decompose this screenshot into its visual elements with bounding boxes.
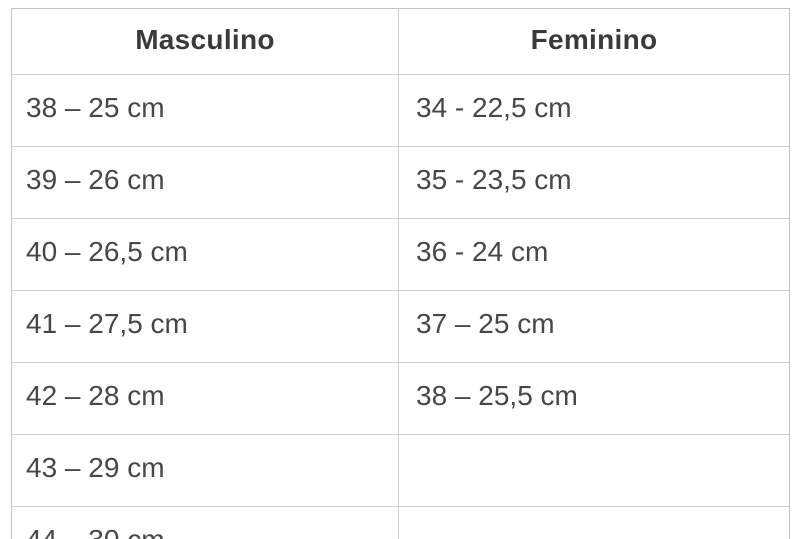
feminino-size-cell: 35 - 23,5 cm: [398, 146, 790, 219]
feminino-size-cell: 38 – 25,5 cm: [398, 362, 790, 435]
feminino-size-cell: 34 - 22,5 cm: [398, 74, 790, 147]
column-header-masculino: Masculino: [11, 8, 399, 75]
table-row: 39 – 26 cm 35 - 23,5 cm: [11, 146, 790, 219]
header-row: Masculino Feminino: [11, 8, 790, 75]
masculino-size-cell: 42 – 28 cm: [11, 362, 399, 435]
table-row: 38 – 25 cm 34 - 22,5 cm: [11, 74, 790, 147]
masculino-size-cell: 39 – 26 cm: [11, 146, 399, 219]
masculino-size-cell: 44 – 30 cm: [11, 506, 399, 539]
shoe-size-conversion-table: Masculino Feminino 38 – 25 cm 34 - 22,5 c…: [11, 8, 790, 539]
feminino-size-cell: 37 – 25 cm: [398, 290, 790, 363]
table-row: 44 – 30 cm: [11, 506, 790, 539]
table-row: 43 – 29 cm: [11, 434, 790, 507]
column-header-feminino: Feminino: [398, 8, 790, 75]
masculino-size-cell: 38 – 25 cm: [11, 74, 399, 147]
feminino-size-cell: 36 - 24 cm: [398, 218, 790, 291]
feminino-size-cell: [398, 506, 790, 539]
table-body: 38 – 25 cm 34 - 22,5 cm 39 – 26 cm 35 - 23,…: [11, 74, 790, 539]
table-row: 41 – 27,5 cm 37 – 25 cm: [11, 290, 790, 363]
table-row: 42 – 28 cm 38 – 25,5 cm: [11, 362, 790, 435]
masculino-size-cell: 41 – 27,5 cm: [11, 290, 399, 363]
table-row: 40 – 26,5 cm 36 - 24 cm: [11, 218, 790, 291]
masculino-size-cell: 40 – 26,5 cm: [11, 218, 399, 291]
masculino-size-cell: 43 – 29 cm: [11, 434, 399, 507]
feminino-size-cell: [398, 434, 790, 507]
